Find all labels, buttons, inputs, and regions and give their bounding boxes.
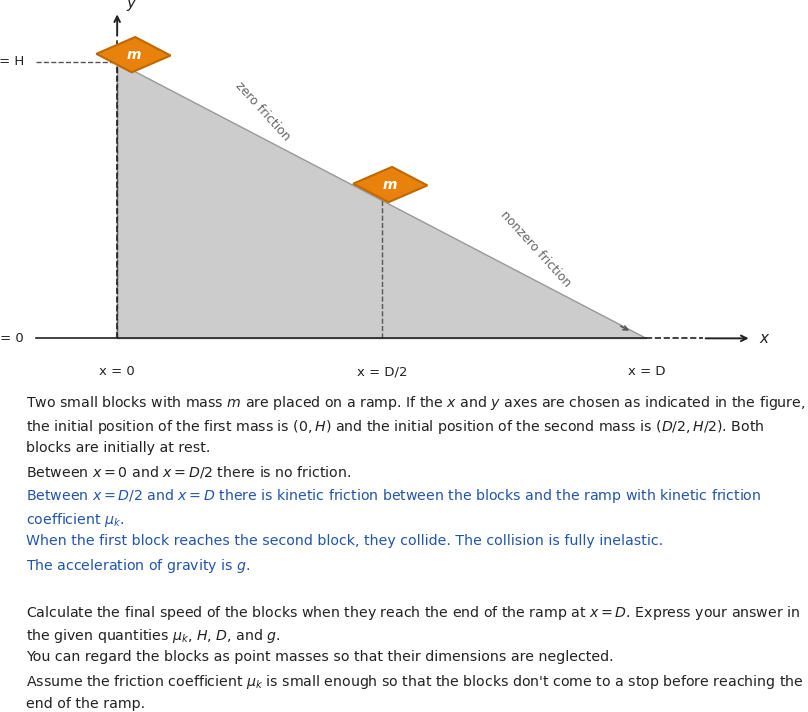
Text: The acceleration of gravity is $g$.: The acceleration of gravity is $g$. [26,557,250,575]
Text: end of the ramp.: end of the ramp. [26,696,145,711]
Text: nonzero friction: nonzero friction [498,209,573,290]
Text: zero friction: zero friction [233,79,292,143]
Text: the initial position of the first mass is $(0, H)$ and the initial position of t: the initial position of the first mass i… [26,417,764,436]
Text: You can regard the blocks as point masses so that their dimensions are neglected: You can regard the blocks as point masse… [26,650,613,664]
Polygon shape [96,37,170,73]
Text: x = 0: x = 0 [99,365,135,378]
Polygon shape [117,61,646,338]
Text: Two small blocks with mass $m$ are placed on a ramp. If the $x$ and $y$ axes are: Two small blocks with mass $m$ are place… [26,394,806,412]
Text: Between $x = D/2$ and $x = D$ there is kinetic friction between the blocks and t: Between $x = D/2$ and $x = D$ there is k… [26,487,761,506]
Polygon shape [353,167,427,202]
Text: Between $x = 0$ and $x = D/2$ there is no friction.: Between $x = 0$ and $x = D/2$ there is n… [26,464,351,480]
Text: blocks are initially at rest.: blocks are initially at rest. [26,441,210,455]
Text: Assume the friction coefficient $\mu_k$ is small enough so that the blocks don't: Assume the friction coefficient $\mu_k$ … [26,674,803,691]
Text: y = H: y = H [0,55,24,68]
Text: x = D/2: x = D/2 [357,365,407,378]
Text: m: m [126,48,141,62]
Text: When the first block reaches the second block, they collide. The collision is fu: When the first block reaches the second … [26,534,663,548]
Text: x = D: x = D [628,365,665,378]
Text: coefficient $\mu_k$.: coefficient $\mu_k$. [26,511,124,528]
Text: m: m [383,177,398,192]
Text: Calculate the final speed of the blocks when they reach the end of the ramp at $: Calculate the final speed of the blocks … [26,604,800,622]
Text: the given quantities $\mu_k$, $H$, $D$, and $g$.: the given quantities $\mu_k$, $H$, $D$, … [26,627,280,645]
Text: y = 0: y = 0 [0,332,24,345]
Text: y: y [127,0,136,11]
Text: x: x [760,331,768,346]
